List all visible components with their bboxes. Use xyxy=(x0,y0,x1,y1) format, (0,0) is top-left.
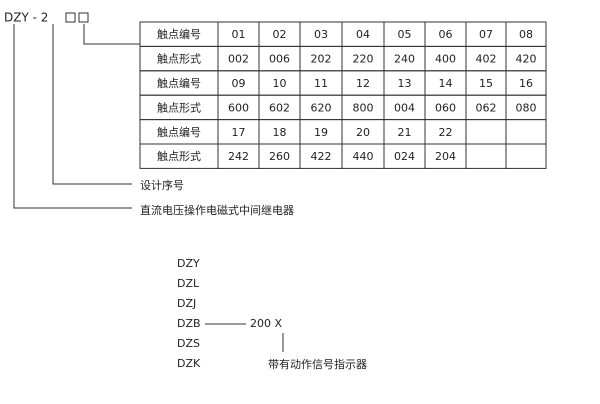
code-box xyxy=(65,12,76,23)
note: 带有动作信号指示器 xyxy=(268,357,367,371)
serial-label: 设计序号 xyxy=(140,178,184,192)
cell-text: 12 xyxy=(356,77,370,90)
product-label: 直流电压操作电磁式中间继电器 xyxy=(140,203,294,217)
model-list: DZY DZL DZJ DZB DZS DZK xyxy=(177,257,201,370)
cell-text: 04 xyxy=(356,28,370,41)
cell-text: 204 xyxy=(435,150,456,163)
connector xyxy=(13,24,132,209)
cell-text: 10 xyxy=(273,77,287,90)
model-name: DZJ xyxy=(177,297,196,310)
cell-text: 420 xyxy=(516,53,537,66)
model-name: DZB xyxy=(177,317,201,330)
cell-text: 22 xyxy=(439,126,453,139)
table-cell xyxy=(465,119,507,145)
cell-text: 600 xyxy=(228,101,249,114)
model-name: DZS xyxy=(177,337,200,350)
connector xyxy=(83,24,140,45)
cell-text: 14 xyxy=(439,77,453,90)
cell-text: 440 xyxy=(353,150,374,163)
cell-text: 220 xyxy=(353,53,374,66)
cell-text: 004 xyxy=(394,101,415,114)
cell-text: 18 xyxy=(273,126,287,139)
cell-text: 062 xyxy=(476,101,497,114)
table-cell xyxy=(465,143,507,169)
cell-text: 602 xyxy=(269,101,290,114)
cell-text: 20 xyxy=(356,126,370,139)
cell-text: 006 xyxy=(269,53,290,66)
cell-text: 17 xyxy=(232,126,246,139)
model-name: DZY xyxy=(177,257,200,270)
cell-text: 19 xyxy=(314,126,328,139)
cell-text: 800 xyxy=(353,101,374,114)
table: 触点编号 01 02 03 04 05 06 07 08 触点形式 002 006 202 220 240 4… xyxy=(139,21,547,169)
cell-text: 400 xyxy=(435,53,456,66)
cell-text: 02 xyxy=(273,28,287,41)
model-code: DZY - 2 xyxy=(4,11,48,25)
cell-text: 080 xyxy=(516,101,537,114)
code-box xyxy=(78,12,89,23)
suffix: 200 X xyxy=(250,317,282,330)
cell-text: 08 xyxy=(519,28,533,41)
cell-text: 024 xyxy=(394,150,415,163)
cell-text: 01 xyxy=(232,28,246,41)
model-name: DZL xyxy=(177,277,200,290)
row-header: 触点形式 xyxy=(157,52,201,66)
connector xyxy=(52,24,132,185)
table-cell xyxy=(505,143,547,169)
cell-text: 620 xyxy=(311,101,332,114)
cell-text: 05 xyxy=(398,28,412,41)
cell-text: 060 xyxy=(435,101,456,114)
cell-text: 09 xyxy=(232,77,246,90)
model-name: DZK xyxy=(177,357,201,370)
cell-text: 260 xyxy=(269,150,290,163)
cell-text: 402 xyxy=(476,53,497,66)
row-header: 触点编号 xyxy=(157,76,201,90)
cell-text: 16 xyxy=(519,77,533,90)
cell-text: 11 xyxy=(314,77,328,90)
row-header: 触点形式 xyxy=(157,100,201,114)
row-header: 触点编号 xyxy=(157,27,201,41)
cell-text: 202 xyxy=(311,53,332,66)
cell-text: 03 xyxy=(314,28,328,41)
cell-text: 242 xyxy=(228,150,249,163)
cell-text: 422 xyxy=(311,150,332,163)
cell-text: 240 xyxy=(394,53,415,66)
cell-text: 07 xyxy=(479,28,493,41)
row-header: 触点编号 xyxy=(157,125,201,139)
row-header: 触点形式 xyxy=(157,149,201,163)
cell-text: 21 xyxy=(398,126,412,139)
cell-text: 13 xyxy=(398,77,412,90)
cell-text: 15 xyxy=(479,77,493,90)
cell-text: 06 xyxy=(439,28,453,41)
table-cell xyxy=(505,119,547,145)
cell-text: 002 xyxy=(228,53,249,66)
